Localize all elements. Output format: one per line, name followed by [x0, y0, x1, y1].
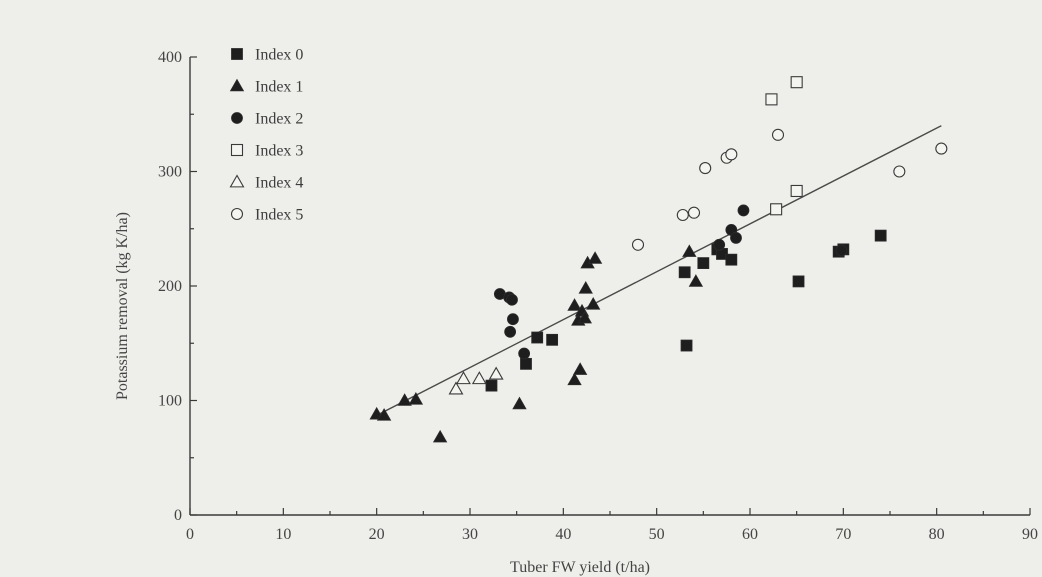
data-point-index-2: [713, 238, 726, 251]
y-tick-label: 400: [158, 49, 182, 66]
data-point-index-1: [512, 396, 527, 410]
data-point-index-2: [518, 347, 531, 360]
axes: 0 100 200 300 400 0 10 20 30 40 50 60 70 80 90 Tuber FW…: [114, 49, 1038, 576]
data-point-index-2: [506, 293, 518, 306]
data-point-index-4: [471, 371, 487, 385]
data-point-index-5: [631, 238, 645, 251]
data-point-index-5: [935, 142, 948, 155]
legend: Index 0 Index 1 Index 2 Index 3 Index 4 Index…: [229, 47, 303, 224]
data-point-index-5: [676, 208, 689, 222]
data-point-index-1: [688, 274, 704, 287]
data-point-index-5: [699, 162, 712, 175]
legend-label: Index 5: [255, 207, 303, 224]
data-point-index-0: [680, 339, 693, 352]
y-tick-label: 300: [158, 164, 182, 181]
trendline-layer: [376, 125, 942, 417]
x-axis-title: Tuber FW yield (t/ha): [510, 559, 650, 576]
legend-marker-index-0: [231, 48, 243, 60]
data-point-index-2: [737, 204, 750, 217]
data-point-index-5: [687, 206, 701, 219]
data-point-index-0: [520, 357, 532, 370]
data-point-index-5: [771, 128, 785, 141]
data-point-index-1: [397, 393, 412, 406]
data-point-index-5: [893, 165, 906, 178]
x-tick-label: 30: [462, 526, 478, 543]
trend-line: [376, 125, 942, 417]
data-point-index-2: [507, 313, 519, 326]
data-point-index-3: [765, 93, 778, 106]
data-point-index-1: [376, 408, 392, 421]
legend-label: Index 1: [255, 79, 303, 96]
x-tick-label: 40: [555, 526, 571, 543]
data-point-index-4: [456, 371, 471, 385]
data-point-index-4: [448, 381, 464, 395]
y-tick-label: 0: [174, 507, 182, 524]
legend-marker-index-3: [230, 143, 244, 157]
data-point-index-5: [725, 148, 738, 161]
x-tick-label: 20: [369, 526, 385, 543]
legend-label: Index 2: [255, 111, 303, 128]
data-point-index-1: [586, 297, 601, 310]
data-point-index-1: [567, 372, 582, 386]
x-tick-label: 50: [649, 526, 665, 543]
y-tick-label: 100: [158, 393, 182, 410]
data-point-index-1: [578, 280, 593, 294]
x-tick-label: 90: [1022, 526, 1038, 543]
legend-label: Index 0: [255, 47, 303, 64]
legend-marker-index-5: [230, 207, 244, 221]
data-point-index-1: [577, 310, 592, 324]
data-point-index-3: [770, 203, 783, 216]
data-point-index-1: [587, 251, 603, 264]
legend-label: Index 3: [255, 143, 303, 160]
data-points: [369, 76, 948, 443]
data-point-index-0: [697, 257, 710, 270]
data-point-index-0: [546, 333, 559, 346]
x-tick-label: 60: [742, 526, 758, 543]
data-point-index-1: [572, 362, 588, 375]
legend-marker-index-1: [229, 78, 245, 92]
y-axis-title: Potassium removal (kg K/ha): [114, 212, 131, 400]
legend-marker-index-2: [231, 112, 243, 124]
x-tick-label: 70: [835, 526, 851, 543]
data-point-index-4: [488, 366, 504, 380]
data-point-index-0: [725, 253, 738, 266]
data-point-index-0: [792, 275, 805, 288]
x-tick-label: 10: [275, 526, 291, 543]
data-point-index-1: [432, 429, 448, 443]
data-point-index-0: [531, 331, 544, 344]
data-point-index-2: [835, 244, 848, 257]
data-point-index-1: [408, 392, 424, 405]
x-tick-label: 0: [186, 526, 194, 543]
data-point-index-3: [790, 76, 803, 89]
data-point-index-0: [874, 229, 887, 242]
data-point-index-0: [678, 266, 691, 279]
legend-marker-index-4: [229, 174, 245, 188]
legend-label: Index 4: [255, 175, 303, 192]
data-point-index-2: [730, 232, 742, 244]
data-point-index-2: [504, 325, 517, 338]
data-point-index-3: [790, 184, 803, 198]
x-tick-label: 80: [929, 526, 945, 543]
data-point-index-0: [485, 379, 498, 392]
data-point-index-1: [567, 298, 582, 311]
y-tick-label: 200: [158, 278, 182, 295]
data-point-index-1: [682, 244, 697, 257]
